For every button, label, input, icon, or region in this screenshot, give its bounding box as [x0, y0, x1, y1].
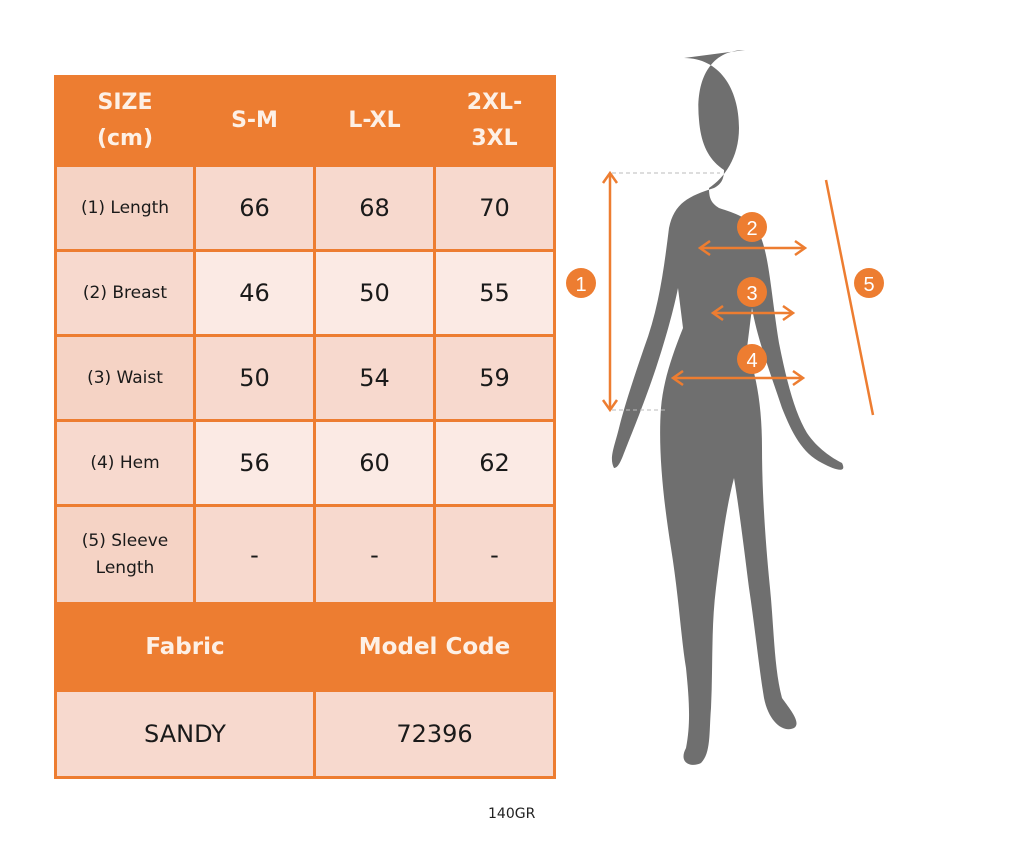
guide-lines	[612, 172, 720, 411]
body-silhouette-illustration: 1 2 3 4 5	[566, 50, 884, 765]
row-label: (3) Waist	[54, 334, 196, 422]
row-label: (5) Sleeve Length	[54, 504, 196, 605]
row-label: (1) Length	[54, 164, 196, 252]
table-header-row: SIZE (cm) S-M L-XL 2XL- 3XL	[54, 75, 556, 167]
cell: 54	[313, 334, 436, 422]
svg-text:5: 5	[863, 274, 874, 296]
cell: 70	[433, 164, 556, 252]
svg-text:3: 3	[746, 283, 757, 305]
row-label: (2) Breast	[54, 249, 196, 337]
cell: -	[193, 504, 316, 605]
table-row: (5) Sleeve Length - - -	[54, 504, 556, 605]
row-label: (4) Hem	[54, 419, 196, 507]
cell: 60	[313, 419, 436, 507]
marker-3	[737, 277, 767, 307]
cell: 56	[193, 419, 316, 507]
cell: 50	[313, 249, 436, 337]
fabric-value: SANDY	[54, 689, 316, 779]
cell: 68	[313, 164, 436, 252]
marker-4	[737, 344, 767, 374]
table-row: (2) Breast 46 50 55	[54, 249, 556, 337]
marker-2	[737, 212, 767, 242]
cell: -	[433, 504, 556, 605]
marker-badges: 1 2 3 4 5	[566, 212, 884, 374]
cell: 62	[433, 419, 556, 507]
fabric-weight: 140GR	[488, 806, 536, 822]
cell: 50	[193, 334, 316, 422]
svg-text:4: 4	[746, 350, 757, 372]
svg-text:2: 2	[746, 218, 757, 240]
info-header-row: Fabric Model Code	[54, 602, 556, 692]
measurement-arrows	[601, 170, 875, 416]
size-chart-table: SIZE (cm) S-M L-XL 2XL- 3XL (1) Length 6…	[54, 75, 556, 779]
silhouette	[611, 50, 844, 765]
header-s-m: S-M	[193, 75, 316, 167]
info-value-row: SANDY 72396	[54, 689, 556, 779]
cell: 46	[193, 249, 316, 337]
header-2xl-3xl: 2XL- 3XL	[433, 75, 556, 167]
cell: 59	[433, 334, 556, 422]
header-size: SIZE (cm)	[54, 75, 196, 167]
table-row: (3) Waist 50 54 59	[54, 334, 556, 422]
fabric-label: Fabric	[54, 602, 316, 692]
marker-1	[566, 268, 596, 298]
cell: 55	[433, 249, 556, 337]
table-row: (4) Hem 56 60 62	[54, 419, 556, 507]
model-code-label: Model Code	[313, 602, 556, 692]
marker-5	[854, 268, 884, 298]
model-code-value: 72396	[313, 689, 556, 779]
cell: -	[313, 504, 436, 605]
svg-text:1: 1	[575, 274, 586, 296]
table-row: (1) Length 66 68 70	[54, 164, 556, 252]
cell: 66	[193, 164, 316, 252]
header-l-xl: L-XL	[313, 75, 436, 167]
